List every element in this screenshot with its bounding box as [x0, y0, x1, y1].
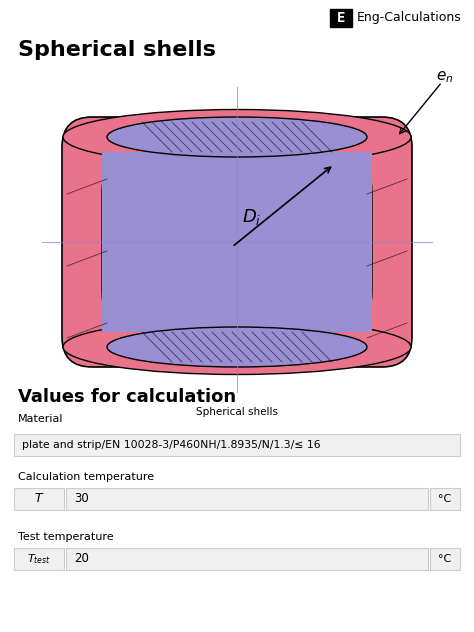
FancyBboxPatch shape [66, 488, 428, 510]
FancyBboxPatch shape [14, 488, 64, 510]
Text: $T$: $T$ [34, 492, 44, 506]
Text: Values for calculation: Values for calculation [18, 388, 236, 406]
FancyBboxPatch shape [14, 434, 460, 456]
FancyBboxPatch shape [66, 548, 428, 570]
Text: $D_i$: $D_i$ [242, 207, 262, 227]
Ellipse shape [107, 117, 367, 157]
Text: 30: 30 [74, 492, 89, 506]
Ellipse shape [63, 109, 411, 164]
FancyBboxPatch shape [102, 134, 372, 350]
Text: Spherical shells: Spherical shells [18, 40, 216, 60]
FancyBboxPatch shape [62, 117, 412, 367]
Text: 20: 20 [74, 552, 89, 566]
Text: Test temperature: Test temperature [18, 532, 114, 542]
Text: Spherical shells: Spherical shells [196, 407, 278, 417]
Bar [102, 152, 372, 332]
Text: $e_n$: $e_n$ [436, 69, 454, 85]
Text: Material: Material [18, 414, 64, 424]
Text: E: E [337, 11, 345, 25]
Text: $T_{test}$: $T_{test}$ [27, 552, 51, 566]
FancyBboxPatch shape [430, 488, 460, 510]
FancyBboxPatch shape [330, 9, 352, 27]
FancyBboxPatch shape [430, 548, 460, 570]
Text: °C: °C [438, 554, 452, 564]
FancyBboxPatch shape [14, 548, 64, 570]
Text: Eng-Calculations: Eng-Calculations [357, 11, 462, 25]
Text: °C: °C [438, 494, 452, 504]
Ellipse shape [107, 327, 367, 367]
Ellipse shape [63, 320, 411, 375]
Text: plate and strip/EN 10028-3/P460NH/1.8935/N/1.3/≤ 16: plate and strip/EN 10028-3/P460NH/1.8935… [22, 440, 320, 450]
Text: Calculation temperature: Calculation temperature [18, 472, 154, 482]
